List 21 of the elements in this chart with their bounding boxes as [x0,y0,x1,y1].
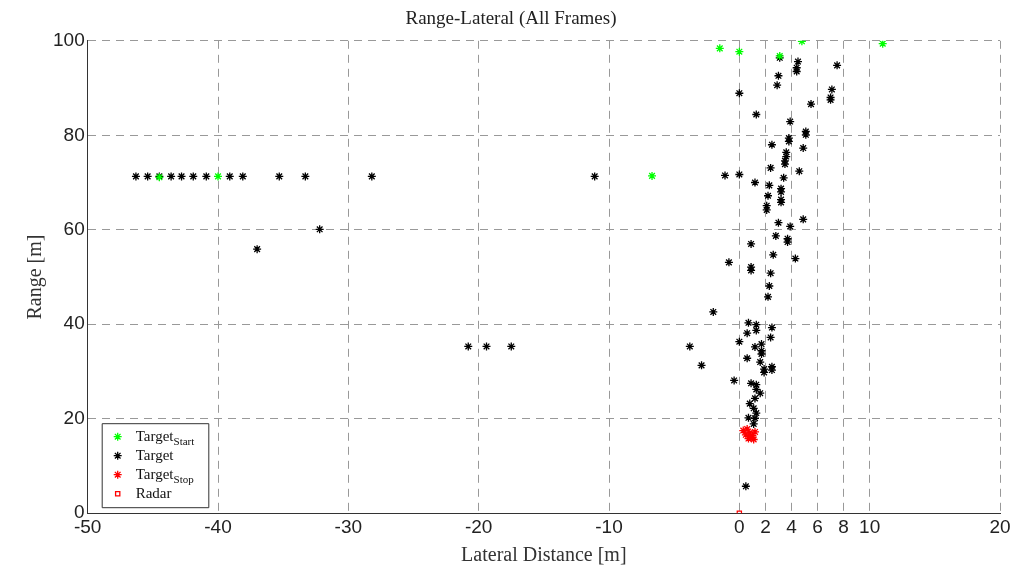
x-tick-label: -30 [334,515,363,537]
y-tick-label: 40 [63,312,85,334]
x-tick-label: 2 [760,515,771,537]
x-tick-label: -10 [595,515,623,537]
x-tick-label: 20 [989,515,1011,537]
x-tick-label: 4 [786,515,798,537]
x-tick-label: 10 [859,515,881,537]
legend-label: Target [135,446,175,463]
x-tick-label: 6 [812,515,823,537]
chart-title: Range-Lateral (All Frames) [405,7,617,30]
y-tick-label: 100 [53,29,85,51]
x-tick-label: 8 [838,515,849,537]
y-tick-label: 80 [63,123,85,145]
y-axis-title: Range [m] [23,234,47,320]
x-tick-label: 0 [734,515,745,537]
x-axis-title: Lateral Distance [m] [461,543,627,566]
x-tick-label: -20 [464,515,493,537]
y-tick-label: 60 [63,217,85,239]
x-tick-label: -40 [204,515,232,537]
y-tick-label: 20 [63,406,85,428]
legend-label: Radar [135,484,172,501]
